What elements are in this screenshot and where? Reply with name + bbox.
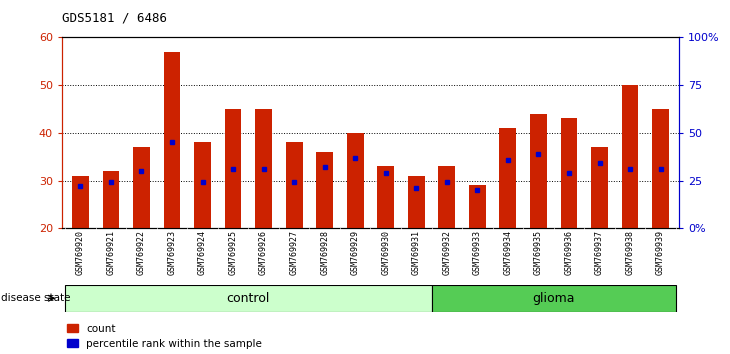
Text: GSM769938: GSM769938	[626, 230, 634, 275]
Bar	[72, 176, 89, 228]
Bar	[225, 109, 242, 228]
Text: disease state: disease state	[1, 293, 71, 303]
Text: GSM769936: GSM769936	[564, 230, 574, 275]
Bar	[65, 285, 431, 312]
Text: GSM769931: GSM769931	[412, 230, 420, 275]
Bar	[561, 118, 577, 228]
Bar	[591, 147, 608, 228]
Text: GSM769926: GSM769926	[259, 230, 268, 275]
Text: GSM769929: GSM769929	[350, 230, 360, 275]
Text: GSM769927: GSM769927	[290, 230, 299, 275]
Text: GSM769939: GSM769939	[656, 230, 665, 275]
Text: GSM769924: GSM769924	[198, 230, 207, 275]
Text: glioma: glioma	[532, 292, 575, 305]
Text: GSM769922: GSM769922	[137, 230, 146, 275]
Text: GSM769923: GSM769923	[167, 230, 177, 275]
Text: GSM769920: GSM769920	[76, 230, 85, 275]
Text: GSM769935: GSM769935	[534, 230, 543, 275]
Bar	[102, 171, 119, 228]
Bar	[377, 166, 394, 228]
Bar	[164, 51, 180, 228]
Bar	[439, 166, 456, 228]
Legend: count, percentile rank within the sample: count, percentile rank within the sample	[67, 324, 262, 349]
Bar	[194, 142, 211, 228]
Text: GSM769928: GSM769928	[320, 230, 329, 275]
Bar	[469, 185, 485, 228]
Text: control: control	[226, 292, 270, 305]
Text: GSM769937: GSM769937	[595, 230, 604, 275]
Text: GSM769934: GSM769934	[504, 230, 512, 275]
Text: GSM769921: GSM769921	[107, 230, 115, 275]
Text: GSM769930: GSM769930	[381, 230, 391, 275]
Bar	[408, 176, 425, 228]
Text: GSM769932: GSM769932	[442, 230, 451, 275]
Bar	[347, 133, 364, 228]
Text: GSM769933: GSM769933	[473, 230, 482, 275]
Bar	[133, 147, 150, 228]
Bar	[255, 109, 272, 228]
Bar	[652, 109, 669, 228]
Bar	[530, 114, 547, 228]
Text: GDS5181 / 6486: GDS5181 / 6486	[62, 12, 167, 25]
Bar	[431, 285, 676, 312]
Bar	[499, 128, 516, 228]
Text: GSM769925: GSM769925	[228, 230, 237, 275]
Bar	[316, 152, 333, 228]
Bar	[285, 142, 302, 228]
Bar	[622, 85, 639, 228]
